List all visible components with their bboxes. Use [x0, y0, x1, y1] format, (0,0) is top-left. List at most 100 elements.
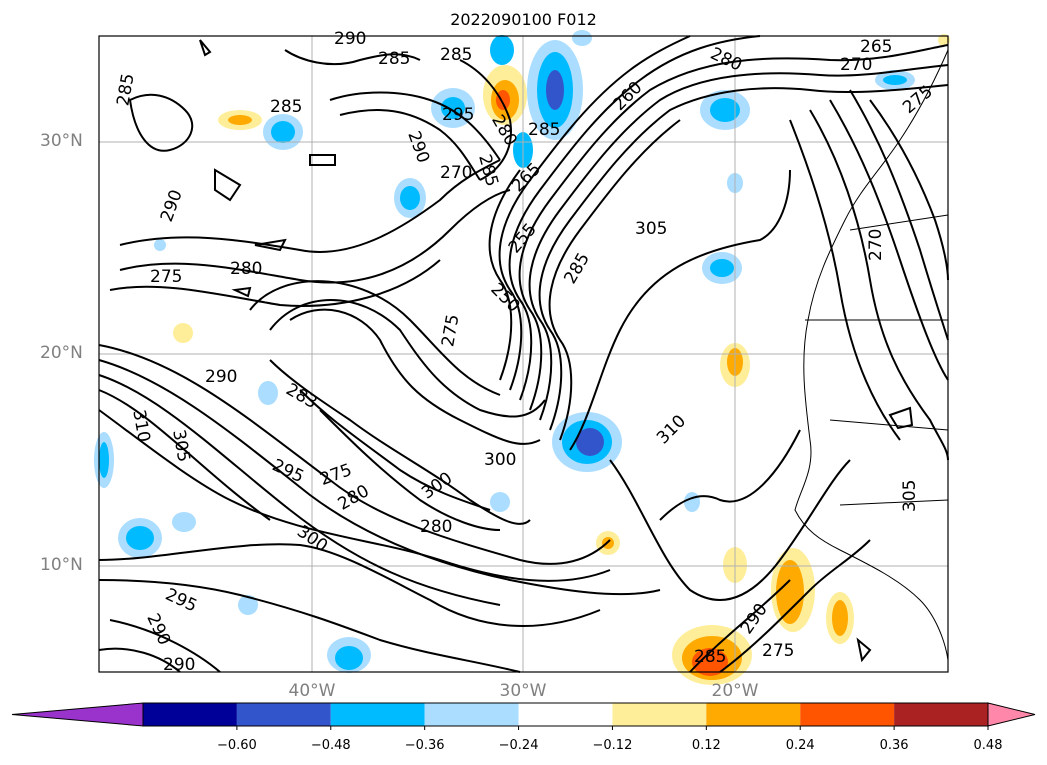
contour-label: 285	[270, 97, 302, 117]
contour-line	[299, 389, 491, 511]
border-path	[839, 499, 949, 506]
colorbar-segment	[236, 703, 331, 726]
shade-patch	[228, 115, 252, 125]
colorbar-segment	[800, 703, 895, 726]
coastline-path	[794, 49, 949, 661]
contour-line	[548, 119, 681, 441]
colorbar-tick-label: −0.60	[216, 738, 257, 753]
shade-patch	[173, 323, 193, 343]
contour-label: 265	[860, 37, 892, 57]
shade-patch	[258, 381, 278, 405]
contour-line	[829, 99, 949, 381]
contour-line	[719, 539, 871, 673]
contour-label: 270	[866, 229, 886, 261]
shade-patch	[692, 648, 728, 676]
contour-line	[199, 39, 212, 57]
colorbar-tick-label: −0.48	[310, 738, 351, 753]
contour-line	[119, 159, 501, 253]
contour-label: 285	[440, 45, 472, 65]
lat-label-20n: 20°N	[40, 343, 83, 363]
contour-line	[231, 286, 252, 298]
contour-line	[609, 459, 851, 601]
contour-line	[98, 647, 181, 673]
shade-patch	[400, 186, 420, 210]
chart-title: 2022090100 F012	[450, 10, 597, 29]
contour-label: 285	[378, 49, 410, 69]
colorbar-segment	[612, 703, 707, 726]
contour-line	[98, 359, 661, 596]
contour-line	[289, 308, 541, 445]
lon-label-20w: 20°W	[711, 681, 759, 701]
shade-patch	[238, 595, 258, 615]
contour-line	[309, 154, 336, 166]
contour-line	[339, 109, 481, 181]
shade-patch	[883, 75, 907, 85]
shade-patch	[938, 34, 950, 46]
lon-label-30w: 30°W	[499, 681, 547, 701]
contour-line	[249, 280, 501, 396]
colorbar-segment	[894, 703, 988, 726]
contour-line	[254, 238, 287, 252]
contour-line	[569, 169, 791, 451]
colorbar-tick-label: −0.36	[404, 738, 445, 753]
map-frame	[98, 35, 949, 673]
contour-line	[109, 619, 221, 673]
shade-patch	[335, 646, 363, 670]
contour-line	[214, 168, 242, 202]
contour-label: 305	[900, 480, 920, 512]
contour-line	[498, 35, 691, 391]
contour-label: 290	[205, 367, 237, 387]
contour-line	[109, 259, 441, 307]
contour-label: 285	[528, 120, 560, 140]
contour-line	[98, 389, 271, 521]
contour-label: 270	[440, 163, 472, 183]
contour-line	[508, 35, 761, 401]
contour-label: 275	[150, 267, 182, 287]
shade-patch	[776, 560, 804, 624]
contour-line	[856, 637, 872, 663]
contour-line	[459, 59, 512, 181]
contour-label: 305	[635, 219, 667, 239]
colorbar-tick-label: −0.24	[498, 738, 539, 753]
contour-line	[538, 84, 949, 431]
contour-line	[659, 429, 801, 521]
contour-line	[518, 44, 949, 411]
shade-patch	[496, 90, 510, 110]
contour-label: 285	[694, 647, 726, 667]
contour-line	[319, 409, 501, 531]
contour-label: 275	[762, 641, 794, 661]
lat-label-30n: 30°N	[40, 131, 83, 151]
colorbar-tick-label: 0.12	[691, 738, 721, 753]
shade-patch	[490, 492, 510, 512]
contour-line	[488, 169, 521, 381]
colorbar-extend-low	[11, 702, 144, 727]
graticule	[99, 36, 948, 672]
colorbar-frame	[142, 702, 989, 727]
contour-label: 290	[334, 29, 366, 49]
shade-patch	[710, 259, 734, 277]
colorbar-tick-label: 0.36	[879, 738, 909, 753]
lat-label-10n: 10°N	[40, 555, 83, 575]
contour-label: 270	[840, 55, 872, 75]
border-path	[829, 419, 949, 431]
shade-patch	[490, 35, 514, 65]
colorbar-tick-label: 0.24	[785, 738, 815, 753]
contour-line	[809, 109, 949, 461]
shade-patch	[546, 70, 564, 110]
shade-patch	[154, 239, 166, 251]
contour-label: 295	[442, 105, 474, 125]
contour-line	[98, 543, 601, 628]
contour-line	[284, 49, 421, 66]
shade-patch	[271, 121, 295, 143]
shade-patch	[684, 492, 700, 512]
contour-line	[528, 64, 949, 421]
contour-line	[269, 299, 546, 418]
shade-patch	[172, 512, 196, 532]
contour-line	[888, 406, 914, 430]
colorbar-segment	[706, 703, 801, 726]
border-path	[849, 214, 949, 231]
contour-line	[689, 579, 791, 673]
shade-patch	[99, 442, 109, 478]
colorbar	[11, 702, 1036, 730]
